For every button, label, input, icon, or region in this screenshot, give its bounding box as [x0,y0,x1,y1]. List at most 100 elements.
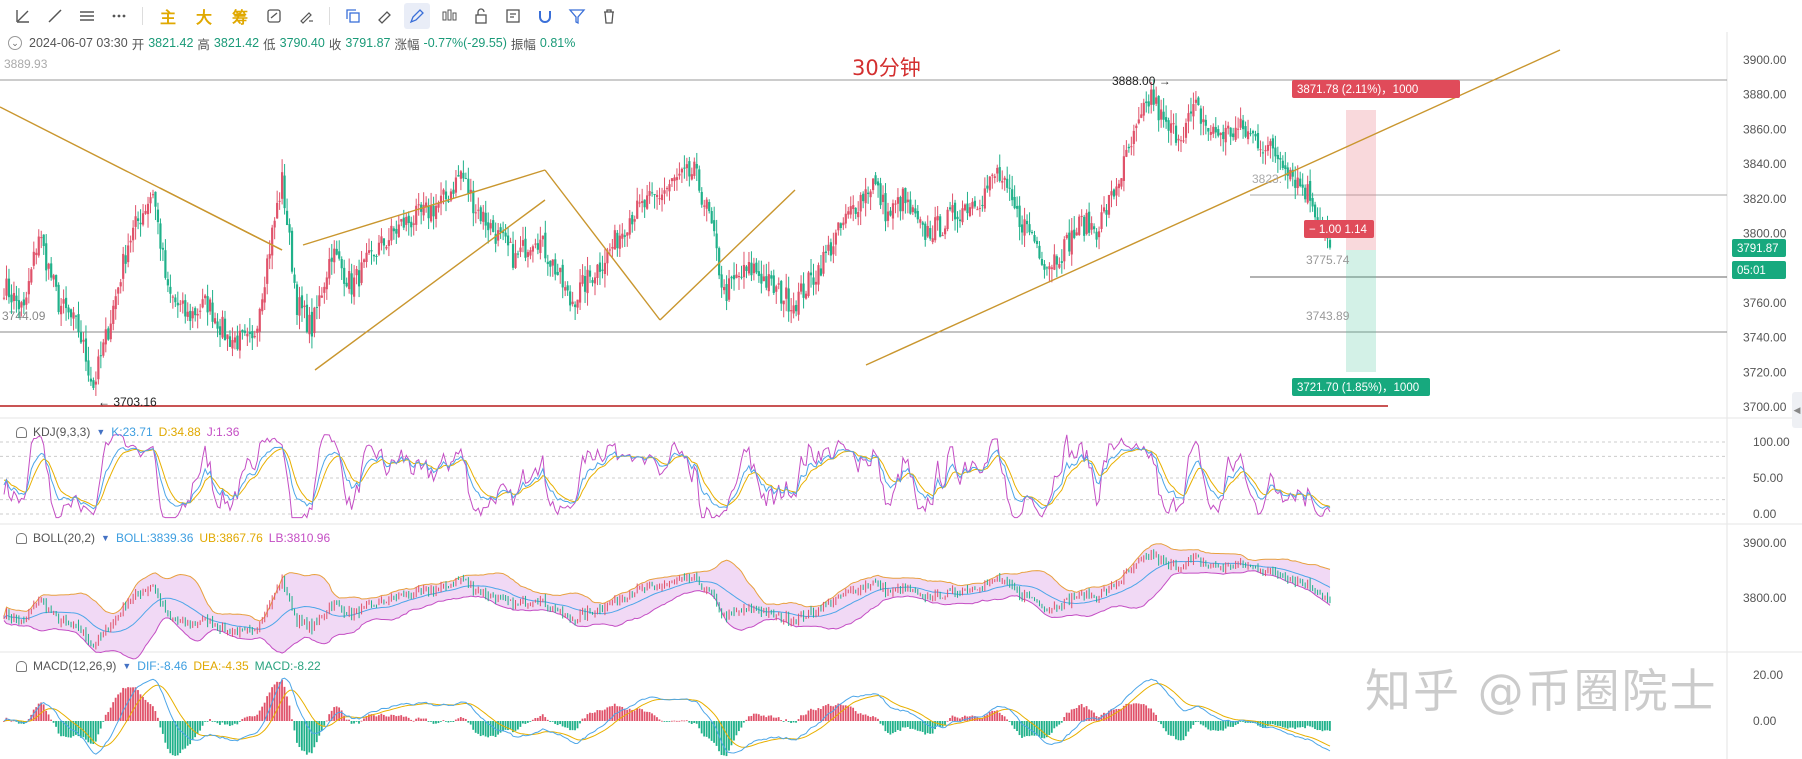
draw-pen-tool-icon[interactable] [404,3,430,29]
macd-bar [1132,703,1135,721]
macd-bar [593,712,596,721]
macd-bar [1035,721,1038,736]
ray-tool-icon[interactable] [42,3,68,29]
macd-bar [422,718,425,721]
trash-tool-icon[interactable] [596,3,622,29]
dropdown-icon[interactable]: ▼ [122,661,132,671]
candle-body [723,286,726,291]
macd-bar [189,721,192,745]
channel-tool-icon[interactable] [74,3,100,29]
candle-body [348,271,351,290]
macd-bar [1299,721,1302,728]
bell-icon[interactable] [16,426,27,438]
note-tool-icon[interactable] [500,3,526,29]
candle-body [978,207,981,209]
candle-body [117,287,120,294]
macd-tick-label: 20.00 [1753,668,1783,682]
candle-body [367,250,371,253]
macd-bar [179,721,182,754]
magnet-tool-icon[interactable] [532,3,558,29]
macd-bar [589,712,591,721]
macd-bar [449,721,452,722]
candle-body [353,277,356,297]
bell-icon[interactable] [16,532,27,544]
candle-body [996,167,999,174]
macd-bar [1125,703,1128,721]
bell-icon[interactable] [16,660,27,672]
candle-body [921,222,924,225]
macd-bar [1294,721,1297,729]
candle-body [966,203,969,214]
candle-body [914,208,917,214]
candle-body [293,274,296,283]
macd-bar [62,721,65,737]
macd-bar [87,721,90,743]
macd-bar [1063,717,1066,721]
ruler-tool-icon[interactable] [372,3,398,29]
filter-tool-icon[interactable] [564,3,590,29]
candle-body [884,193,887,222]
candle-body [1266,144,1270,151]
candle-body [1184,122,1188,138]
main-chip-button[interactable]: 主 [159,8,176,27]
chip-dist-button[interactable]: 筹 [231,8,248,27]
candle-body [576,299,579,308]
candle-body [1160,109,1163,120]
candle-body [1254,133,1257,137]
dropdown-icon[interactable]: ▼ [101,533,110,543]
candle-body [333,248,336,263]
macd-bar [390,714,393,721]
macd-bar [1105,713,1108,721]
copy-tool-icon[interactable] [340,3,366,29]
macd-bar [1291,721,1294,728]
macd-bar [166,721,169,749]
macd-bar [638,708,641,721]
macd-bar [802,715,805,721]
macd-bar [410,719,413,721]
macd-bar [658,719,661,721]
candle-body [343,267,346,284]
candle-body [1234,127,1237,140]
macd-bar [442,720,445,721]
candle-tool-icon[interactable] [436,3,462,29]
macd-bar [467,721,470,723]
candle-body [1080,215,1083,217]
macd-bar [382,714,385,721]
candle-body [469,189,472,193]
candle-body [929,228,932,239]
collapse-chevron-icon[interactable]: ⌄ [8,36,22,50]
macd-bar [278,682,281,721]
boll-name: BOLL(20,2) [33,531,96,545]
macd-bar [122,687,124,721]
dropdown-icon[interactable]: ▼ [96,427,106,437]
big-chip-button[interactable]: 大 [195,8,212,27]
candle-body [588,270,592,277]
macd-bar [911,721,914,729]
candle-body [114,296,117,310]
candle-body [961,208,964,223]
macd-bar [884,721,887,732]
kdj-k-line [3,446,1331,510]
macd-bar [586,714,589,721]
brush-tool-icon[interactable] [293,3,319,29]
lock-tool-icon[interactable] [468,3,494,29]
indicator-tool-icon[interactable] [261,3,287,29]
candle-body [372,254,376,257]
candle-body [790,310,793,312]
macd-bar [392,715,395,721]
candle-body [467,178,470,194]
macd-bar [315,721,318,743]
candle-body [499,227,502,233]
macd-bar [1110,709,1113,721]
more-tools-icon[interactable] [106,3,132,29]
boll-legend: BOLL(20,2) ▼ BOLL:3839.36 UB:3867.76 LB:… [16,531,330,545]
candle-body [1241,120,1245,130]
macd-bar [288,705,291,721]
trend-line-tool-icon[interactable] [10,3,36,29]
macd-bar [1306,721,1309,726]
candle-body [1070,230,1073,255]
candle-body [643,199,646,208]
macd-bar [891,721,894,734]
panel-collapse-handle[interactable]: ◀ [1792,392,1802,428]
